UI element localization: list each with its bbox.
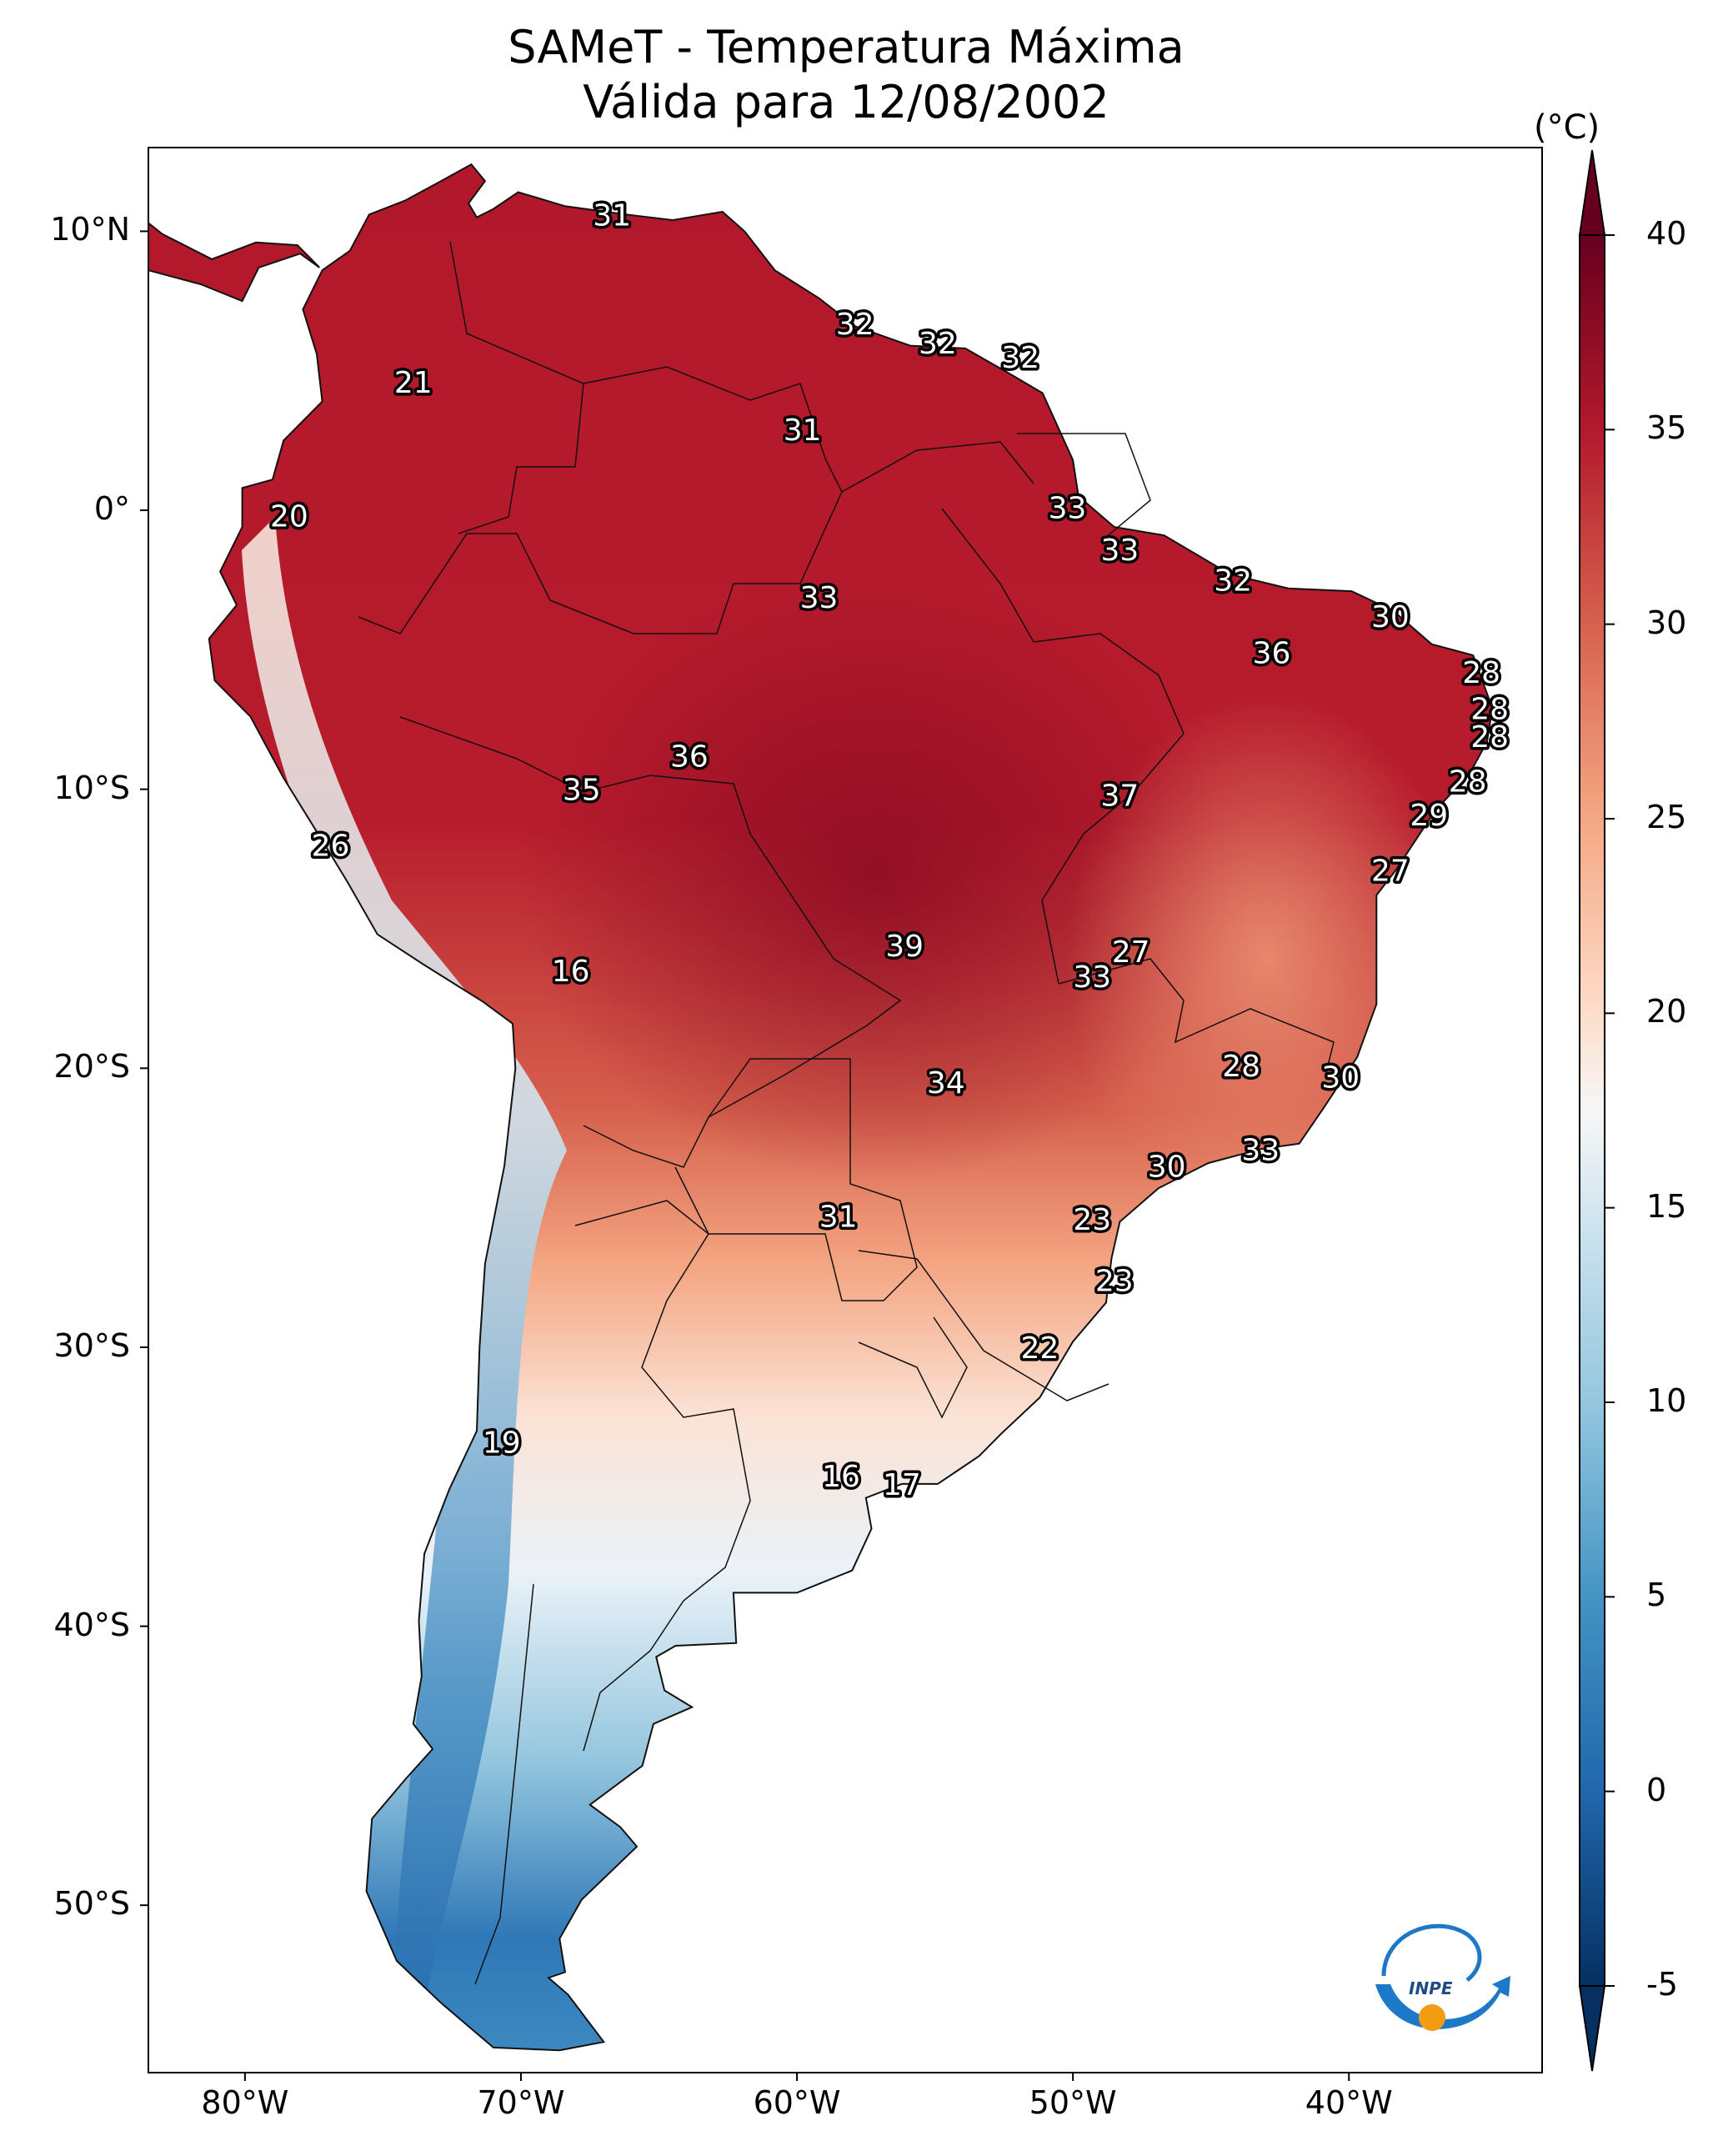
station-value-label: 17 <box>883 1468 921 1502</box>
lon-tick-label: 60°W <box>753 2084 841 2121</box>
title-line-1: SAMeT - Temperatura Máxima <box>508 21 1185 73</box>
station-value-label: 30 <box>1148 1150 1186 1184</box>
station-value-label: 28 <box>1462 656 1500 690</box>
inpe-logo: INPE <box>1375 1923 1510 2031</box>
station-value-label: 27 <box>1112 935 1150 970</box>
station-value-label: 37 <box>1100 779 1139 813</box>
station-value-label: 33 <box>1073 960 1111 995</box>
station-value-label: 28 <box>1470 720 1509 755</box>
station-value-label: 35 <box>563 774 601 808</box>
longitude-ticks <box>243 2073 1350 2081</box>
colorbar-unit: (°C) <box>1534 108 1600 147</box>
station-value-label: 16 <box>552 955 590 989</box>
colorbar-extend-top <box>1578 149 1606 236</box>
colorbar-tick-label: 15 <box>1646 1187 1687 1225</box>
lat-tick-label: 10°S <box>53 769 130 806</box>
station-value-label: 23 <box>1073 1203 1111 1237</box>
station-value-label: 28 <box>1222 1050 1260 1084</box>
station-value-label: 23 <box>1095 1265 1134 1299</box>
station-value-label: 20 <box>270 500 308 534</box>
station-value-label: 33 <box>800 581 839 615</box>
station-value-label: 36 <box>1253 637 1291 671</box>
colorbar-tick-label: 10 <box>1646 1382 1687 1419</box>
lat-tick-label: 0° <box>93 490 130 528</box>
lon-tick-label: 70°W <box>477 2084 565 2121</box>
station-value-label: 39 <box>885 930 924 964</box>
lat-tick-label: 10°N <box>50 211 130 248</box>
station-value-label: 32 <box>836 308 874 342</box>
lat-tick-label: 30°S <box>53 1326 130 1364</box>
station-value-label: 26 <box>312 830 350 864</box>
inpe-logo-text: INPE <box>1409 1978 1453 1998</box>
colorbar-tick-label: 5 <box>1646 1577 1667 1614</box>
lat-tick-label: 50°S <box>53 1885 130 1923</box>
station-value-label: 33 <box>1241 1133 1280 1167</box>
lon-tick-label: 50°W <box>1029 2084 1117 2121</box>
colorbar-tick-label: 40 <box>1646 215 1687 252</box>
station-value-label: 22 <box>1020 1331 1059 1366</box>
station-value-label: 33 <box>1049 492 1087 526</box>
lon-tick-label: 40°W <box>1305 2084 1393 2121</box>
station-value-label: 34 <box>927 1066 965 1101</box>
station-value-label: 36 <box>670 740 709 775</box>
station-value-label: 21 <box>394 366 433 400</box>
colorbar-extend-bottom <box>1578 1985 1606 2072</box>
station-value-label: 29 <box>1410 799 1448 833</box>
station-value-label: 28 <box>1449 765 1487 800</box>
lat-tick-label: 20°S <box>53 1048 130 1086</box>
colorbar-tick-label: 20 <box>1646 993 1687 1030</box>
country-borders <box>358 241 1335 1985</box>
latitude-ticks <box>140 230 148 1907</box>
station-value-label: 30 <box>1371 600 1410 634</box>
station-value-label: 31 <box>784 414 822 448</box>
colorbar-tick-label: 0 <box>1646 1771 1667 1808</box>
lat-tick-label: 40°S <box>53 1606 130 1643</box>
colorbar-tick-label: 25 <box>1646 799 1687 835</box>
station-value-label: 27 <box>1371 855 1410 889</box>
station-value-label: 33 <box>1100 534 1139 568</box>
station-value-label: 16 <box>822 1460 860 1494</box>
station-value-label: 28 <box>1470 693 1509 727</box>
map-title: SAMeT - Temperatura Máxima Válida para 1… <box>150 20 1542 130</box>
station-value-label: 19 <box>483 1426 521 1461</box>
colorbar-tick-label: 30 <box>1646 604 1687 641</box>
colorbar <box>1578 149 1615 2072</box>
station-value-label: 32 <box>1214 564 1252 599</box>
station-value-label: 32 <box>1001 341 1039 375</box>
station-value-label: 31 <box>593 198 631 233</box>
title-line-2: Válida para 12/08/2002 <box>583 76 1109 128</box>
station-value-label: 30 <box>1321 1060 1360 1095</box>
colorbar-tick-label: -5 <box>1646 1966 1678 2003</box>
station-value-label: 31 <box>819 1201 858 1235</box>
colorbar-tick-label: 35 <box>1646 409 1687 447</box>
station-value-label: 32 <box>919 327 957 361</box>
lon-tick-label: 80°W <box>201 2084 289 2121</box>
colorbar-body <box>1579 234 1605 1987</box>
